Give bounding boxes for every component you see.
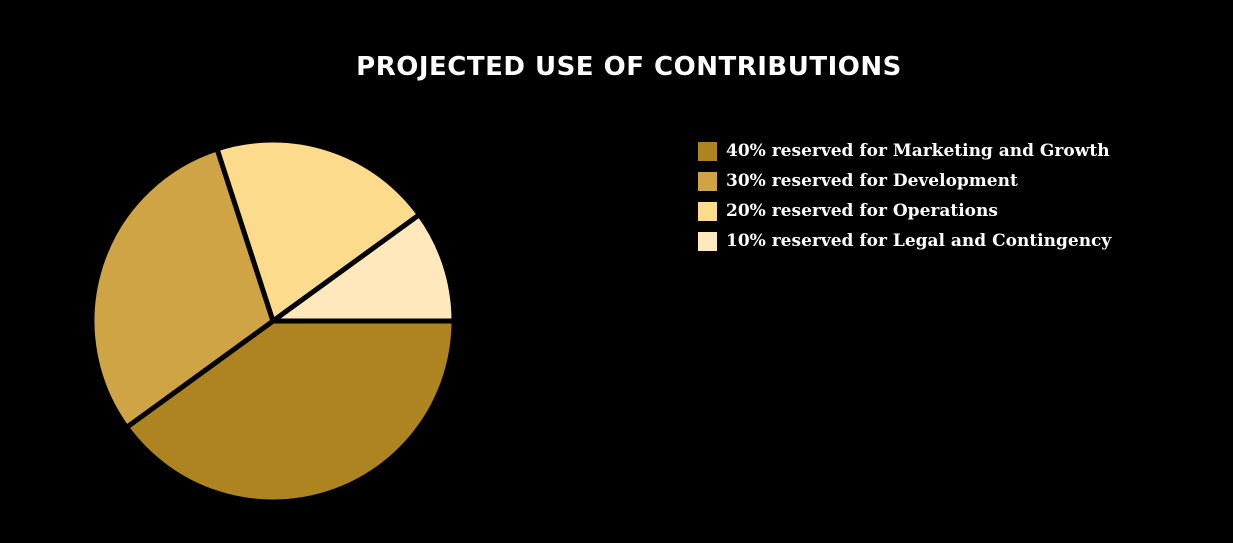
- legend-label: 20% reserved for Operations: [726, 201, 998, 221]
- legend-item: 40% reserved for Marketing and Growth: [698, 136, 1111, 166]
- legend-swatch: [698, 231, 717, 251]
- legend-label: 30% reserved for Development: [726, 171, 1018, 191]
- legend-item: 10% reserved for Legal and Contingency: [698, 226, 1111, 256]
- legend-item: 30% reserved for Development: [698, 166, 1111, 196]
- legend-swatch: [698, 201, 717, 221]
- chart-title: PROJECTED USE OF CONTRIBUTIONS: [356, 52, 902, 82]
- pie-chart: [89, 137, 457, 505]
- legend-swatch: [698, 141, 717, 161]
- legend-label: 10% reserved for Legal and Contingency: [726, 231, 1112, 251]
- pie-slice-2: [89, 146, 276, 430]
- pie-slice-1: [124, 318, 457, 505]
- legend-swatch: [698, 171, 717, 191]
- pie-slice-3: [214, 137, 422, 324]
- legend-item: 20% reserved for Operations: [698, 196, 1111, 226]
- legend-label: 40% reserved for Marketing and Growth: [726, 141, 1110, 161]
- chart-legend: 40% reserved for Marketing and Growth 30%…: [698, 136, 1111, 256]
- pie-slices: [89, 137, 457, 505]
- pie-slice-4: [270, 212, 457, 324]
